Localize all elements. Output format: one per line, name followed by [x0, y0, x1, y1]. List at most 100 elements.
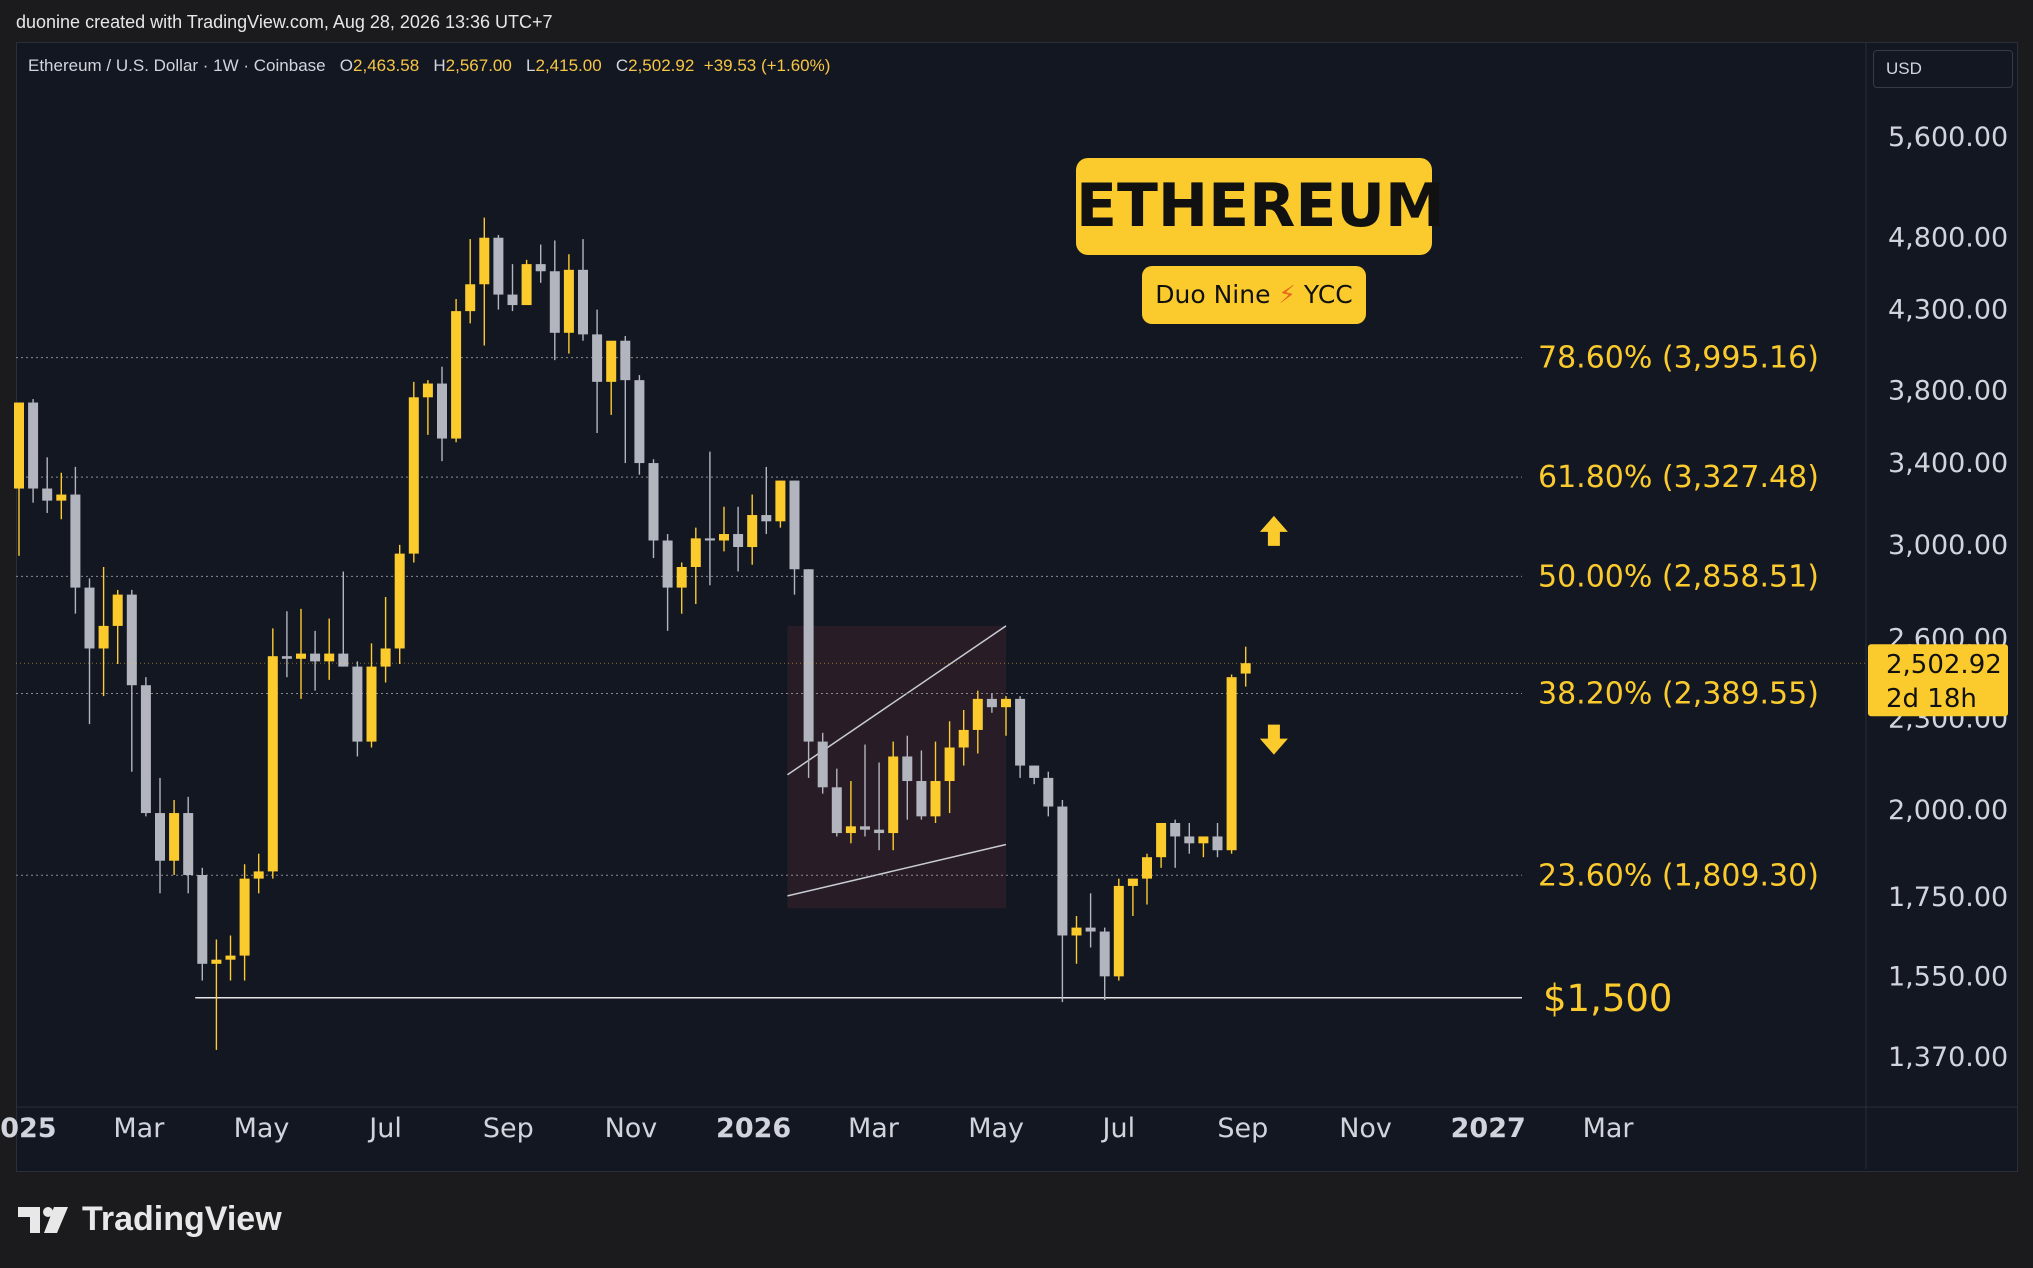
candle-body: [225, 955, 236, 960]
last-price-countdown: 2d 18h: [1886, 684, 1977, 714]
y-tick-label: 3,800.00: [1888, 375, 2008, 406]
candle-body: [888, 756, 899, 834]
candle-body: [775, 480, 786, 522]
candle-body: [437, 383, 447, 439]
candle-body: [42, 488, 53, 501]
y-tick-label: 5,600.00: [1888, 122, 2008, 153]
x-tick-label: Nov: [605, 1113, 658, 1144]
candle-body: [169, 813, 180, 861]
ethereum-title-badge: ETHEREUM: [1076, 158, 1445, 255]
y-tick-label: 2,000.00: [1888, 795, 2008, 826]
fib-level-label: 38.20% (2,389.55): [1538, 677, 1819, 712]
candle-body: [958, 729, 969, 748]
chart-panel[interactable]: [16, 42, 2018, 1172]
candle-body: [1085, 927, 1096, 932]
candle-body: [352, 666, 363, 742]
candle-body: [747, 515, 758, 548]
y-tick-label: 1,750.00: [1888, 882, 2008, 913]
candle-body: [493, 237, 504, 295]
candle-body: [211, 959, 222, 964]
tradingview-logo[interactable]: TradingView: [18, 1200, 282, 1239]
candle-body: [916, 781, 927, 817]
x-tick-label: Nov: [1339, 1113, 1392, 1144]
candle-body: [634, 380, 645, 464]
candle-body: [1001, 698, 1011, 708]
low-value: 2,415.00: [535, 56, 602, 75]
x-tick-label: Sep: [1217, 1113, 1268, 1144]
candle-body: [719, 534, 729, 541]
x-tick-label: 2027: [1451, 1113, 1526, 1144]
candle-body: [1057, 806, 1068, 936]
candle-body: [98, 625, 109, 649]
x-tick-label: Mar: [848, 1113, 900, 1144]
last-price-marker: 2,502.92 2d 18h: [16, 644, 2008, 717]
ohlc-legend: Ethereum / U.S. Dollar · 1W · Coinbase O…: [28, 56, 830, 76]
y-tick-label: 3,000.00: [1888, 530, 2008, 561]
candle-body: [662, 540, 673, 588]
candle-body: [197, 875, 208, 964]
time-axis: 2025 Mar May Jul Sep Nov 2026 Mar May Jul Sep Nov 20…: [0, 1113, 1634, 1144]
candle-body: [84, 587, 95, 649]
x-tick-label: May: [968, 1113, 1024, 1144]
candle-body: [606, 340, 617, 382]
candle-body: [1226, 677, 1237, 851]
candle-body: [1212, 836, 1223, 851]
candlestick-series: [14, 217, 1251, 1050]
candle-body: [1156, 822, 1167, 858]
candle-body: [676, 566, 687, 588]
x-tick-label: Jul: [1101, 1113, 1136, 1144]
candle-body: [1142, 857, 1152, 879]
candle-body: [902, 756, 913, 782]
candle-body: [944, 747, 955, 782]
x-tick-label: Jul: [367, 1113, 402, 1144]
lightning-icon: ⚡: [1278, 280, 1296, 309]
candle-body: [1099, 931, 1110, 977]
candle-body: [451, 311, 462, 439]
currency-selector[interactable]: USD: [1873, 50, 2013, 88]
candle-body: [521, 264, 532, 306]
x-tick-label: 2026: [716, 1113, 791, 1144]
candle-body: [28, 402, 39, 489]
candle-body: [422, 383, 433, 398]
candle-body: [972, 698, 983, 730]
author-suffix: YCC: [1303, 280, 1353, 309]
candle-body: [324, 653, 335, 662]
candle-body: [578, 269, 588, 335]
candle-body: [690, 538, 701, 567]
candle-body: [761, 515, 772, 522]
x-tick-label: Sep: [483, 1113, 534, 1144]
close-value: 2,502.92: [628, 56, 695, 75]
fib-level-label: 78.60% (3,995.16): [1538, 341, 1819, 376]
candle-body: [1071, 927, 1082, 936]
low-label: L: [526, 56, 536, 75]
arrow-up-icon: [1259, 515, 1288, 546]
candle-body: [507, 294, 518, 306]
fib-level-label: 23.60% (1,809.30): [1538, 858, 1819, 893]
attribution-text: duonine created with TradingView.com, Au…: [16, 12, 553, 32]
brand-name: TradingView: [82, 1200, 282, 1238]
candle-body: [394, 553, 405, 649]
candle-body: [930, 781, 941, 817]
support-label: $1,500: [1543, 977, 1672, 1020]
channel-lower-line: [787, 843, 1007, 897]
direction-arrows: [1259, 515, 1288, 755]
fib-level-label: 50.00% (2,858.51): [1538, 559, 1819, 594]
candle-body: [310, 653, 321, 662]
candle-body: [860, 826, 870, 830]
last-price-value: 2,502.92: [1886, 650, 2002, 680]
gridlines: [16, 42, 2017, 1169]
candle-body: [56, 494, 67, 501]
high-label: H: [433, 56, 446, 75]
candle-body: [253, 871, 264, 879]
tradingview-logo-icon: [18, 1206, 68, 1233]
candle-body: [803, 569, 814, 742]
fibonacci-levels: 78.60% (3,995.16) 61.80% (3,327.48) 50.00%…: [16, 341, 1819, 893]
candle-body: [1015, 698, 1026, 766]
high-value: 2,567.00: [445, 56, 512, 75]
x-tick-label: May: [234, 1113, 290, 1144]
symbol-label[interactable]: Ethereum / U.S. Dollar · 1W · Coinbase: [28, 56, 326, 75]
last-price-box: [1868, 644, 2008, 717]
candle-body: [1127, 878, 1138, 886]
y-tick-label: 4,300.00: [1888, 295, 2008, 326]
